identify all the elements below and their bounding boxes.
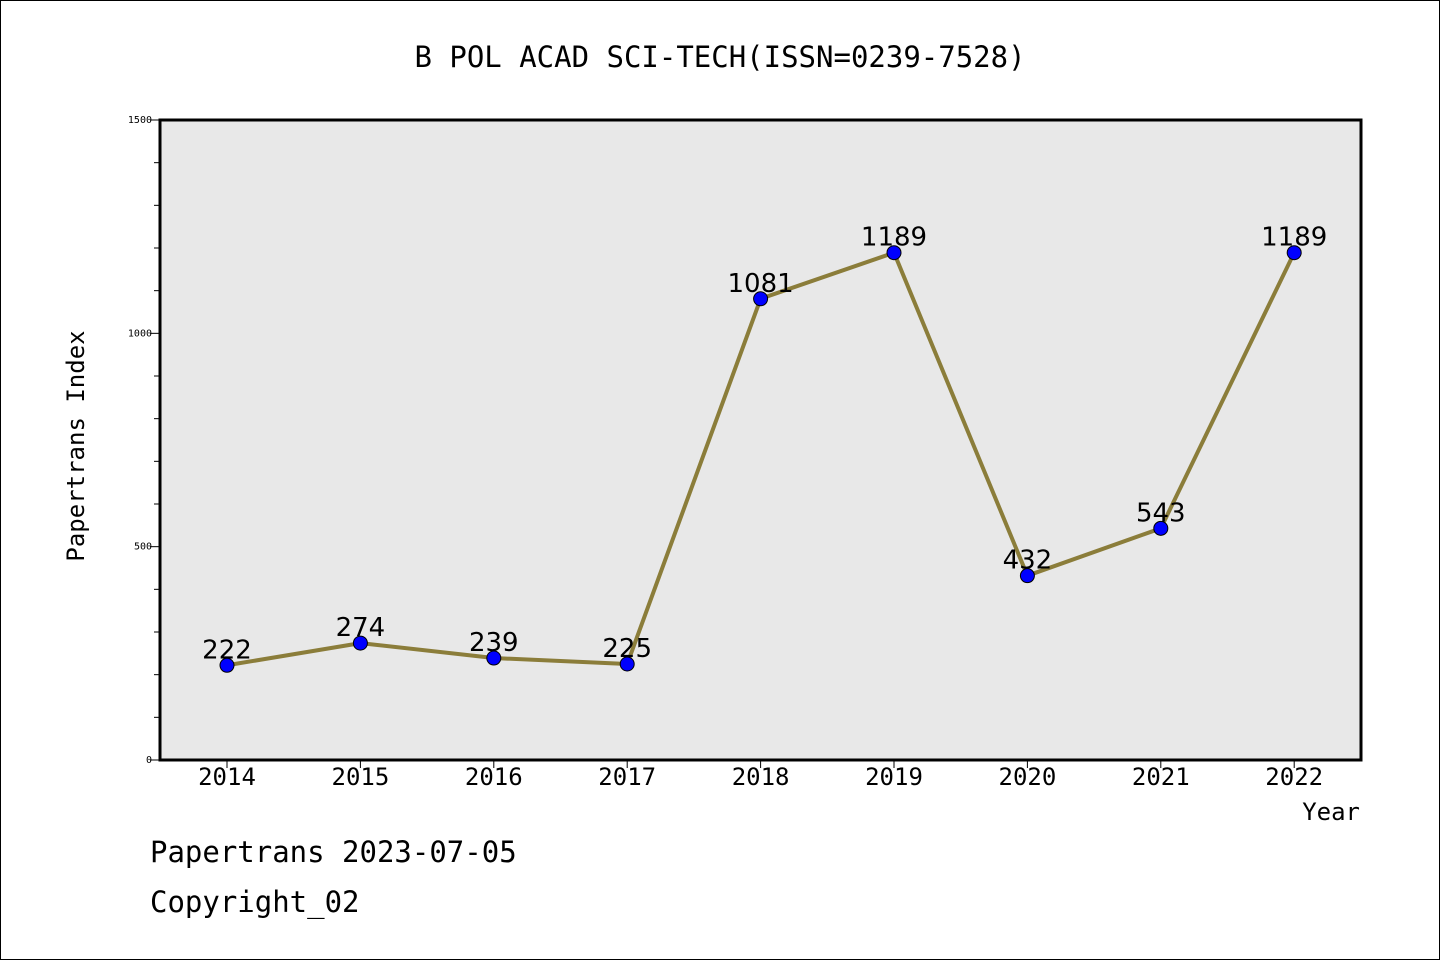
data-labels-group: 222 274 239 225 1081 1189 432 543 1189 bbox=[202, 223, 1327, 666]
x-tick-label: 2018 bbox=[732, 763, 790, 791]
y-tick-label: 500 bbox=[134, 542, 152, 553]
data-points-group bbox=[219, 245, 1302, 673]
data-point bbox=[352, 635, 368, 651]
data-point bbox=[886, 245, 902, 261]
x-tick-label: 2020 bbox=[999, 763, 1057, 791]
y-tick-label: 1500 bbox=[128, 115, 152, 126]
data-label: 543 bbox=[1136, 498, 1186, 528]
plot-area bbox=[158, 118, 1363, 762]
data-point bbox=[1153, 520, 1169, 536]
data-label: 1189 bbox=[861, 223, 927, 253]
x-tick-label: 2021 bbox=[1132, 763, 1190, 791]
x-axis-ticks: 2014 2015 2016 2017 2018 2019 2020 2021 2022 bbox=[198, 760, 1323, 791]
x-tick-label: 2016 bbox=[465, 763, 523, 791]
x-tick-label: 2019 bbox=[865, 763, 923, 791]
x-tick-label: 2022 bbox=[1265, 763, 1323, 791]
data-label: 239 bbox=[469, 628, 519, 658]
data-label: 1189 bbox=[1261, 223, 1327, 253]
data-label: 432 bbox=[1003, 546, 1053, 576]
footer-copyright-text: Copyright_02 bbox=[150, 885, 360, 919]
x-tick-label: 2014 bbox=[198, 763, 256, 791]
data-label: 222 bbox=[202, 635, 252, 665]
data-point bbox=[486, 650, 502, 666]
data-point bbox=[619, 656, 635, 672]
x-tick-label: 2017 bbox=[598, 763, 656, 791]
data-point bbox=[219, 657, 235, 673]
data-label: 1081 bbox=[728, 269, 794, 299]
y-tick-label: 0 bbox=[146, 755, 152, 766]
data-point bbox=[1286, 245, 1302, 261]
x-tick-label: 2015 bbox=[332, 763, 390, 791]
data-point bbox=[1019, 568, 1035, 584]
data-label: 225 bbox=[602, 634, 652, 664]
data-label: 274 bbox=[336, 613, 386, 643]
y-axis-label: Papertrans Index bbox=[62, 330, 90, 561]
x-axis-label: Year bbox=[1302, 798, 1360, 826]
data-point bbox=[753, 291, 769, 307]
footer-date-text: Papertrans 2023-07-05 bbox=[150, 835, 517, 869]
y-tick-label: 1000 bbox=[128, 328, 152, 339]
y-axis-ticks: 0 500 1000 1500 bbox=[128, 115, 160, 766]
chart-title: B POL ACAD SCI-TECH(ISSN=0239-7528) bbox=[414, 40, 1025, 74]
